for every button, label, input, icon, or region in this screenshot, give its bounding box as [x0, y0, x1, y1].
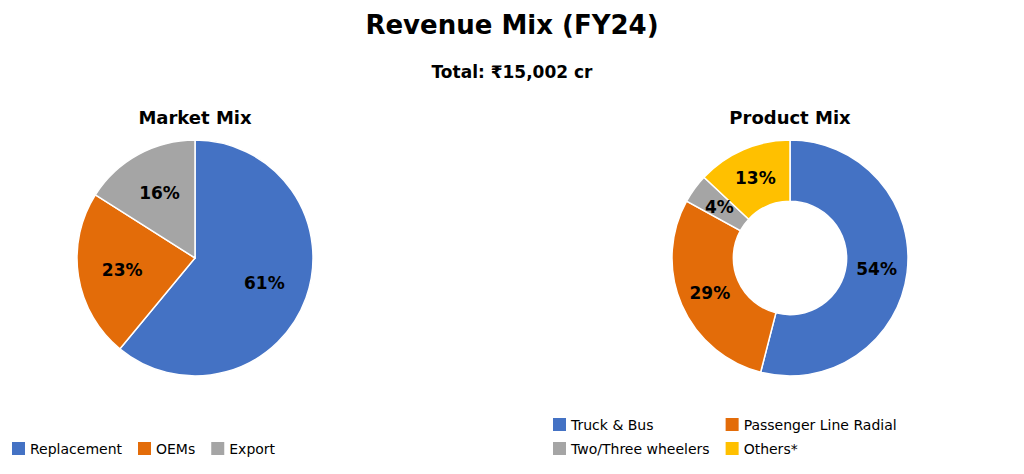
chart-1: Product Mix 54% 29% 4%13% Truck & Bus Passeng…: [553, 107, 908, 457]
chart-root: Revenue Mix (FY24) Total: ₹15,002 cr Marke…: [0, 0, 1024, 474]
legend-label: OEMs: [156, 441, 195, 457]
legend-swatch: [12, 442, 25, 455]
legend-swatch: [553, 442, 566, 455]
slice: [672, 201, 776, 372]
legend-label: Passenger Line Radial: [744, 417, 897, 433]
legend-item: Two/Three wheelers: [553, 441, 710, 457]
data-label: 4%: [705, 197, 734, 217]
data-label: 16%: [139, 183, 180, 203]
legend-swatch: [553, 418, 566, 431]
data-label: 61%: [244, 273, 285, 293]
legend-label: Export: [229, 441, 275, 457]
legend: Truck & Bus Passenger Line Radial Two/Thre…: [553, 417, 897, 457]
legend-item: Others*: [726, 441, 798, 457]
legend-swatch: [726, 418, 739, 431]
data-label: 54%: [856, 259, 897, 279]
slice: [704, 140, 790, 219]
legend-item: Replacement: [12, 441, 123, 457]
legend-item: Truck & Bus: [553, 417, 654, 433]
data-label: 23%: [102, 260, 143, 280]
chart-0: Market Mix 61% 23% 16% Replacement OEMs Export: [12, 107, 313, 457]
slices: [77, 140, 313, 376]
legend: Replacement OEMs Export: [12, 441, 276, 457]
slices: [672, 140, 908, 376]
legend-item: Export: [211, 441, 275, 457]
legend-label: Others*: [744, 441, 798, 457]
data-label: 13%: [735, 168, 776, 188]
legend-swatch: [726, 442, 739, 455]
legend-item: OEMs: [138, 441, 195, 457]
legend-swatch: [138, 442, 151, 455]
legend-item: Passenger Line Radial: [726, 417, 897, 433]
chart-title: Market Mix: [138, 107, 252, 128]
subtitle: Total: ₹15,002 cr: [432, 62, 594, 82]
title: Revenue Mix (FY24): [365, 10, 658, 40]
data-labels: 54% 29% 4%13%: [690, 168, 897, 303]
chart-title: Product Mix: [729, 107, 851, 128]
legend-label: Truck & Bus: [570, 417, 654, 433]
legend-label: Replacement: [30, 441, 123, 457]
legend-label: Two/Three wheelers: [570, 441, 710, 457]
data-labels: 61% 23% 16%: [102, 183, 285, 293]
data-label: 29%: [690, 283, 731, 303]
slice: [95, 140, 195, 258]
legend-swatch: [211, 442, 224, 455]
